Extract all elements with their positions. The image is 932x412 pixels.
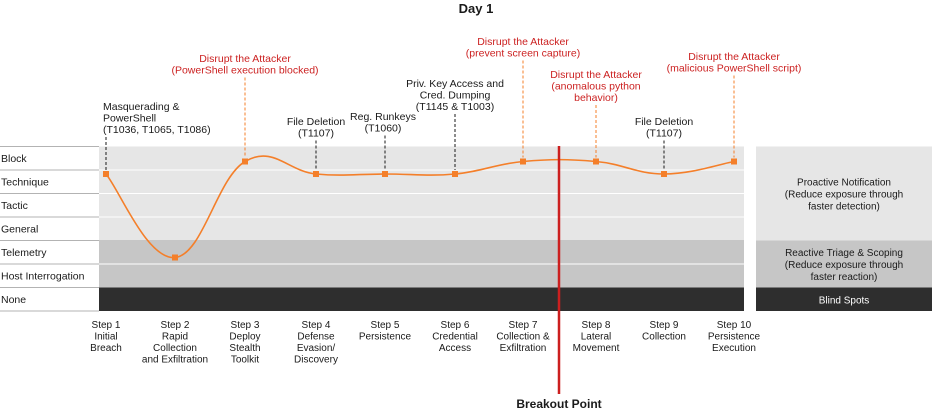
band-text-0-0: Proactive Notification <box>797 178 891 189</box>
annotation-step-4: (T1107) <box>298 128 334 140</box>
step-label-4: Defense <box>297 332 335 343</box>
annotation-step-9: File Deletion <box>635 116 694 128</box>
band-legend-2 <box>756 287 932 311</box>
step-label-8: Movement <box>573 343 620 354</box>
step-marker-2 <box>172 254 178 261</box>
annotation-step-1: (T1036, T1065, T1086) <box>103 124 211 136</box>
band-legend-1 <box>756 240 932 288</box>
annotation-step-1: PowerShell <box>103 113 156 125</box>
band-text-1-0: Reactive Triage & Scoping <box>785 248 903 259</box>
step-label-9: Collection <box>642 332 686 343</box>
step-label-7: Exfiltration <box>500 343 547 354</box>
annotation-step-1: Masquerading & <box>103 101 179 113</box>
annotation-step-7: (prevent screen capture) <box>466 48 580 60</box>
step-label-4: Step 4 <box>302 320 331 331</box>
step-label-1: Initial <box>94 332 117 343</box>
step-label-3: Step 3 <box>231 320 260 331</box>
step-label-10: Persistence <box>708 332 761 343</box>
step-label-9: Step 9 <box>650 320 679 331</box>
step-label-3: Stealth <box>229 343 260 354</box>
chart-title: Day 1 <box>459 1 494 16</box>
step-label-10: Step 10 <box>717 320 752 331</box>
level-label-none: None <box>1 294 26 306</box>
band-text-0-1: (Reduce exposure through <box>785 190 903 201</box>
step-marker-3 <box>242 158 248 165</box>
step-marker-4 <box>313 171 319 177</box>
annotation-step-8: Disrupt the Attacker <box>550 69 642 81</box>
band-text-1-2: faster reaction) <box>811 272 878 283</box>
step-label-6: Step 6 <box>441 320 470 331</box>
step-marker-7 <box>520 158 526 165</box>
step-label-5: Persistence <box>359 332 412 343</box>
step-label-4: Evasion/ <box>297 343 336 354</box>
band-text-1-1: (Reduce exposure through <box>785 260 903 271</box>
step-label-3: Deploy <box>229 332 260 343</box>
step-label-6: Credential <box>432 332 478 343</box>
annotation-step-7: Disrupt the Attacker <box>477 36 569 48</box>
step-marker-6 <box>452 171 458 177</box>
band-text-0-2: faster detection) <box>808 202 880 213</box>
step-label-2: Step 2 <box>161 320 190 331</box>
step-marker-10 <box>731 158 737 165</box>
level-label-telemetry: Telemetry <box>1 247 47 259</box>
step-label-4: Discovery <box>294 355 338 366</box>
step-label-10: Execution <box>712 343 756 354</box>
step-label-1: Step 1 <box>92 320 121 331</box>
annotation-step-6: (T1145 & T1003) <box>416 101 494 113</box>
annotation-step-4: File Deletion <box>287 116 346 128</box>
level-label-technique: Technique <box>1 176 49 188</box>
step-marker-8 <box>593 158 599 165</box>
step-label-1: Breach <box>90 343 122 354</box>
annotation-step-10: (malicious PowerShell script) <box>667 63 802 75</box>
step-label-7: Step 7 <box>509 320 538 331</box>
step-label-2: Rapid <box>162 332 188 343</box>
step-label-8: Step 8 <box>582 320 611 331</box>
breakout-label: Breakout Point <box>516 397 601 411</box>
annotation-step-8: (anomalous python <box>551 81 640 93</box>
step-marker-1 <box>103 171 109 177</box>
step-label-8: Lateral <box>581 332 612 343</box>
annotation-step-9: (T1107) <box>646 128 682 140</box>
level-label-tactic: Tactic <box>1 200 28 212</box>
annotation-step-6: Cred. Dumping <box>420 90 491 102</box>
step-label-2: Collection <box>153 343 197 354</box>
step-label-3: Toolkit <box>231 355 260 366</box>
annotation-step-3: Disrupt the Attacker <box>199 53 291 65</box>
step-label-5: Step 5 <box>371 320 400 331</box>
level-label-block: Block <box>1 153 27 165</box>
annotation-step-8: behavior) <box>574 92 618 104</box>
step-label-7: Collection & <box>496 332 550 343</box>
detection-line <box>105 155 735 259</box>
annotation-step-5: Reg. Runkeys <box>350 111 416 123</box>
annotation-step-6: Priv. Key Access and <box>406 78 504 90</box>
annotation-step-5: (T1060) <box>365 123 402 135</box>
step-label-6: Access <box>439 343 471 354</box>
step-marker-9 <box>661 171 667 177</box>
band-text-2-0: Blind Spots <box>819 295 870 306</box>
level-label-host-interrogation: Host Interrogation <box>1 270 85 282</box>
annotation-step-10: Disrupt the Attacker <box>688 51 780 63</box>
step-marker-5 <box>382 171 388 177</box>
band-plot-2 <box>99 287 744 311</box>
level-label-general: General <box>1 223 38 235</box>
step-label-2: and Exfiltration <box>142 355 208 366</box>
annotation-step-3: (PowerShell execution blocked) <box>171 65 318 77</box>
band-legend-0 <box>756 146 932 241</box>
